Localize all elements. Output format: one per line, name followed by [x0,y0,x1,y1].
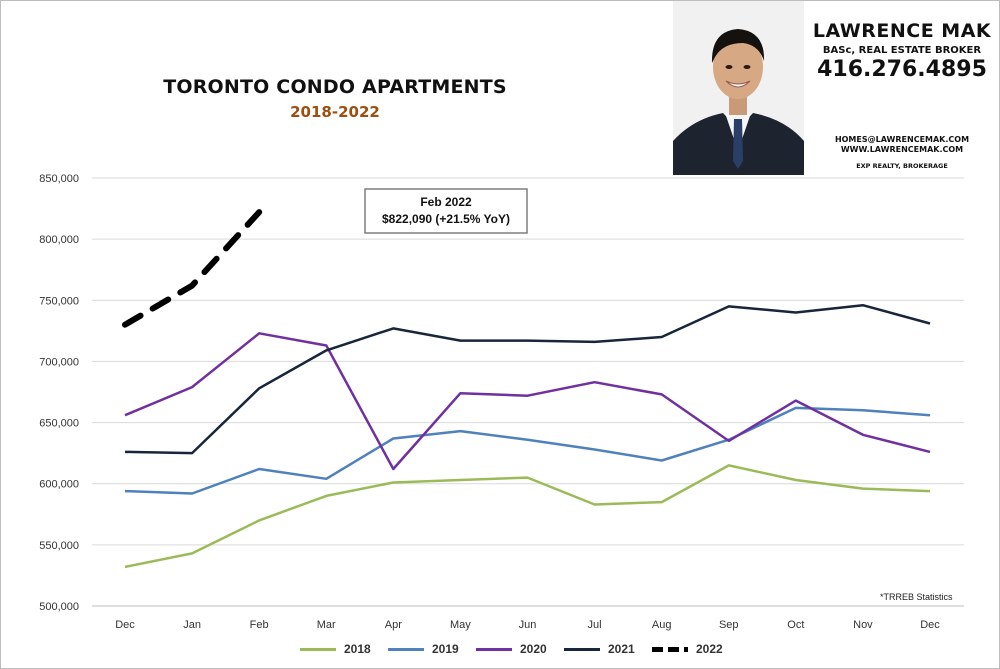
x-tick-label: Feb [250,619,269,631]
y-tick-label: 650,000 [39,418,79,430]
series-line-2021 [124,303,931,455]
agent-contact: HOMES@LAWRENCEMAK.COM WWW.LAWRENCEMAK.CO… [812,135,992,171]
series-line-2022 [122,209,263,328]
legend-swatch [388,648,424,651]
legend-label: 2019 [432,642,459,656]
legend-label: 2020 [520,642,547,656]
x-tick-label: Sep [719,619,739,631]
x-tick-label: Aug [652,619,672,631]
y-tick-label: 550,000 [39,540,79,552]
x-tick-label: Apr [385,619,402,631]
x-tick-label: Oct [787,619,804,631]
source-note: *TRREB Statistics [880,592,953,602]
legend-swatch [300,648,336,651]
x-tick-label: Jun [519,619,537,631]
annotation-value: $822,090 (+21.5% YoY) [382,212,510,226]
x-tick-label: Jul [588,619,602,631]
agent-card: LAWRENCE MAK BASc, REAL ESTATE BROKER 41… [812,20,992,82]
agent-website[interactable]: WWW.LAWRENCEMAK.COM [840,145,964,154]
x-tick-label: Jan [183,619,201,631]
x-tick-label: Mar [317,619,336,631]
y-tick-label: 750,000 [39,295,79,307]
legend-label: 2018 [344,642,371,656]
agent-name: LAWRENCE MAK [812,20,992,42]
series-line-2018 [124,464,931,569]
agent-phone[interactable]: 416.276.4895 [817,57,987,82]
x-tick-label: Nov [853,619,873,631]
legend-label: 2021 [608,642,635,656]
y-tick-label: 500,000 [39,601,79,613]
legend-swatch [476,648,512,651]
y-tick-label: 850,000 [39,173,79,185]
legend-swatch [564,648,600,651]
legend-swatch [652,647,688,652]
agent-brokerage: EXP REALTY, BROKERAGE [856,162,948,170]
y-tick-label: 700,000 [39,356,79,368]
legend-label: 2022 [696,642,723,656]
agent-photo [673,1,804,175]
agent-email[interactable]: HOMES@LAWRENCEMAK.COM [834,135,970,144]
x-tick-label: Dec [920,619,940,631]
x-tick-label: Dec [115,619,135,631]
chart-legend: 2018 2019 2020 2021 2022 [300,640,760,660]
annotation-date: Feb 2022 [420,195,472,209]
y-tick-label: 800,000 [39,234,79,246]
annotation-box [364,188,528,234]
x-tick-label: May [450,619,471,631]
series-line-2020 [124,332,931,471]
series-line-2019 [124,406,931,495]
agent-credentials: BASc, REAL ESTATE BROKER [822,45,982,56]
chart-subtitle: 2018-2022 [290,103,380,121]
chart-title: TORONTO CONDO APARTMENTS [163,76,507,98]
y-tick-label: 600,000 [39,479,79,491]
